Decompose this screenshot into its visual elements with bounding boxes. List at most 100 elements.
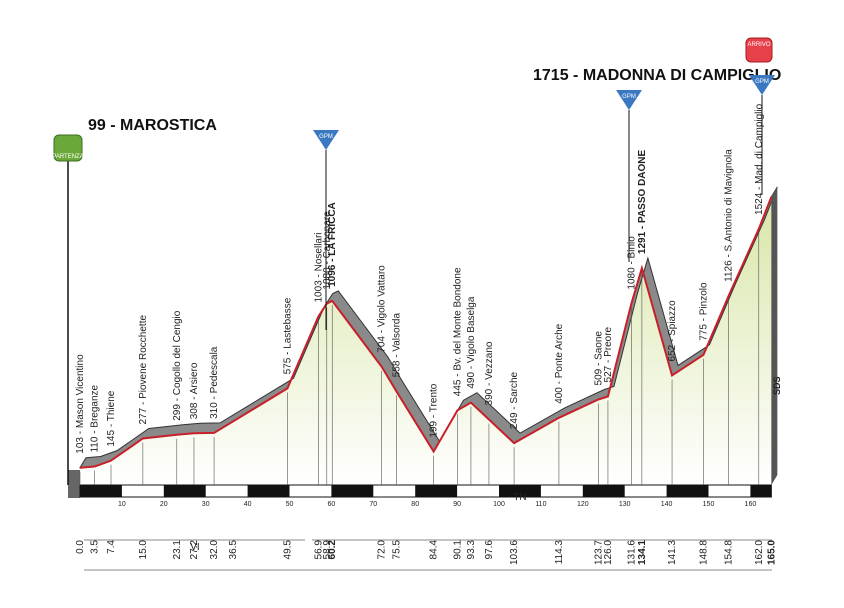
profile-side: [771, 186, 778, 485]
base-segment: [750, 485, 772, 497]
gpm-label: GPM: [319, 134, 333, 140]
km-label: 126.0: [603, 540, 614, 565]
base-segment: [163, 485, 206, 497]
km-label: 15.0: [138, 540, 149, 560]
base-segment: [247, 485, 290, 497]
km-label: 0.0: [75, 540, 86, 554]
finish-icon: [745, 37, 773, 63]
waypoint-name: 1291 - PASSO DAONE: [637, 149, 648, 254]
km-label: 75.5: [391, 540, 402, 560]
km-label: 148.8: [698, 540, 709, 565]
waypoint-name: 575 - Lastebasse: [282, 297, 293, 374]
km-scale-label: 120: [577, 501, 589, 508]
waypoint-name: 110 - Breganze: [90, 384, 101, 452]
km-label: 123.7: [593, 540, 604, 565]
km-label: 72.0: [377, 540, 388, 560]
km-scale-label: 80: [411, 501, 419, 508]
km-scale-label: 50: [286, 501, 294, 508]
km-label: 23.1: [172, 540, 183, 560]
finish-icon-label: ARRIVO: [747, 42, 770, 48]
waypoint-name: 145 - Thiene: [106, 390, 117, 446]
km-scale-label: 130: [619, 501, 631, 508]
km-label: 58.9: [322, 540, 333, 560]
gpm-label: GPM: [622, 94, 636, 100]
base-segment: [582, 485, 625, 497]
km-label: 134.1: [637, 540, 648, 565]
gpm-label: GPM: [755, 79, 769, 85]
km-scale-label: 20: [160, 501, 168, 508]
waypoint-name: 308 - Arsiero: [189, 362, 200, 419]
start-title: 99 - MAROSTICA: [88, 117, 217, 134]
waypoint-name: 390 - Vezzano: [484, 341, 495, 405]
waypoint-name: 199 - Trento: [429, 383, 440, 437]
km-label: 97.6: [484, 540, 495, 560]
km-label: 56.9: [313, 540, 324, 560]
km-scale-label: 70: [369, 501, 377, 508]
waypoint-name: 527 - Preore: [603, 326, 614, 382]
start-icon-label: PARTENZA: [52, 154, 83, 160]
km-scale-label: 100: [493, 501, 505, 508]
waypoint-name: 652 - Spiazzo: [667, 300, 678, 362]
km-label: 162.0: [754, 540, 765, 565]
base-segment: [415, 485, 458, 497]
km-label: 36.5: [228, 540, 239, 560]
km-label: 154.8: [724, 540, 735, 565]
km-scale-label: 140: [661, 501, 673, 508]
base-segment: [331, 485, 374, 497]
waypoint-name: 1080 - Binio: [626, 236, 637, 290]
waypoint-name: 490 - Vigolo Baselga: [466, 296, 477, 389]
waypoint-name: 1003 - Nosellari: [313, 232, 324, 302]
km-scale-label: 110: [535, 501, 546, 508]
waypoint-name: 509 - Saone: [593, 331, 604, 386]
km-scale-label: 160: [745, 501, 757, 508]
km-label: 84.4: [429, 540, 440, 560]
waypoint-name: 558 - Valsorda: [391, 313, 402, 378]
km-scale-label: 60: [328, 501, 336, 508]
km-label: 131.6: [626, 540, 637, 565]
gpm-marker: GPM: [749, 75, 775, 195]
start-icon: [53, 134, 83, 162]
base-front: [68, 470, 80, 498]
waypoint-name: 400 - Ponte Arche: [554, 323, 565, 403]
km-label: 103.6: [509, 540, 520, 565]
km-label: 7.4: [106, 540, 117, 554]
waypoint-name: 775 - Pinzolo: [698, 282, 709, 341]
region-label: TN: [513, 492, 526, 503]
side-label: SDS: [772, 376, 782, 395]
waypoint-name: 103 - Mason Vicentino: [75, 354, 86, 454]
waypoint-name: 1524 - Mad. di Campiglio: [754, 103, 765, 215]
km-label: 114.3: [554, 540, 565, 565]
km-label: 60.2: [327, 540, 338, 560]
waypoint-name: 445 - Bv. del Monte Bondone: [453, 267, 464, 396]
km-scale-label: 150: [703, 501, 715, 508]
km-label: 93.3: [466, 540, 477, 560]
km-label: 27.2: [189, 540, 200, 560]
waypoint-name: 310 - Pedescala: [209, 346, 220, 419]
gpm-marker: GPM: [313, 130, 339, 330]
waypoint-name: 277 - Piovene Rocchette: [138, 315, 149, 425]
waypoint-name: 299 - Cogollo del Cengio: [172, 310, 183, 421]
km-label: 141.3: [667, 540, 678, 565]
base-segment: [499, 485, 541, 497]
km-scale-label: 90: [453, 501, 461, 508]
region-label: VI: [190, 542, 199, 553]
km-label: 165.0: [766, 540, 777, 565]
waypoint-name: 1096 - LA FRICCA: [327, 202, 338, 287]
waypoint-name: 704 - Vigolo Vattaro: [377, 265, 388, 353]
profile-line: [79, 196, 773, 469]
km-label: 90.1: [453, 540, 464, 560]
km-label: 3.5: [90, 540, 101, 554]
km-label: 32.0: [209, 540, 220, 560]
km-label: 49.5: [282, 540, 293, 560]
km-scale-label: 30: [202, 501, 210, 508]
gpm-marker: GPM: [616, 90, 642, 262]
waypoint-name: 1126 - S.Antonio di Mavignola: [724, 149, 735, 282]
base-segment: [666, 485, 709, 497]
waypoint-name: 1080 - Carbonare: [322, 211, 333, 290]
km-scale-label: 40: [244, 501, 252, 508]
base-segment: [80, 485, 122, 497]
km-scale-label: 10: [118, 501, 126, 508]
finish-title: 1715 - MADONNA DI CAMPIGLIO: [533, 67, 781, 84]
waypoint-name: 249 - Sarche: [509, 371, 520, 429]
